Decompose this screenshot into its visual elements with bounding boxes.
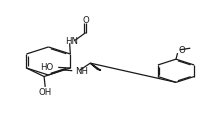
Text: NH: NH: [75, 67, 88, 76]
Text: OH: OH: [38, 88, 52, 97]
Text: O: O: [83, 16, 90, 25]
Text: HN: HN: [65, 37, 78, 46]
Polygon shape: [90, 63, 101, 70]
Text: HO: HO: [40, 63, 54, 72]
Text: O: O: [178, 46, 185, 55]
